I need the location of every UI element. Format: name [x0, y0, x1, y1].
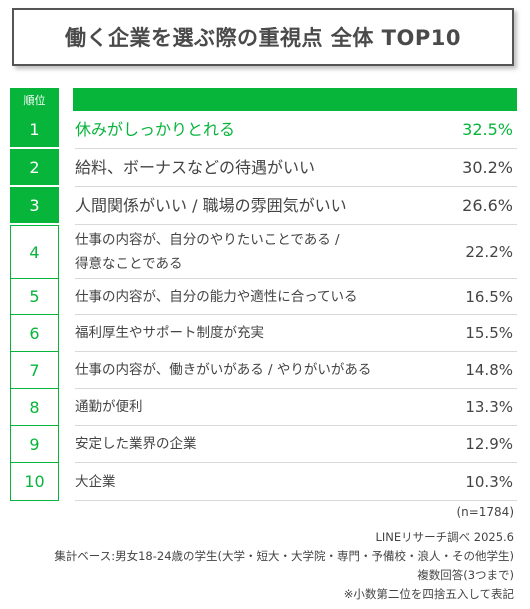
- item-label: 給料、ボーナスなどの待遇がいい: [75, 156, 315, 180]
- rank-cell: 1: [10, 111, 59, 149]
- item-value: 13.3%: [465, 398, 513, 416]
- rank-cell: 3: [10, 187, 59, 225]
- item-label-line: 安定した業界の企業: [75, 436, 197, 452]
- item-label: 通勤が便利: [75, 395, 143, 419]
- rank-cell: 9: [10, 426, 59, 463]
- row-body: 仕事の内容が、自分のやりたいことである / 得意なことである 22.2%: [75, 225, 517, 279]
- rank-cell: 5: [10, 279, 59, 315]
- item-label-line: 仕事の内容が、自分のやりたいことである /: [75, 231, 340, 248]
- item-label: 仕事の内容が、自分の能力や適性に合っている: [75, 285, 358, 309]
- rank-cell: 7: [10, 352, 59, 389]
- rank-cell: 4: [10, 225, 59, 279]
- row-body: 人間関係がいい / 職場の雰囲気がいい 26.6%: [75, 187, 517, 225]
- rank-cell: 6: [10, 315, 59, 352]
- item-label-line: 人間関係がいい / 職場の雰囲気がいい: [75, 195, 347, 215]
- row-body: 大企業 10.3%: [75, 463, 517, 501]
- table-row: 1 休みがしっかりとれる 32.5%: [10, 111, 517, 149]
- header-bar: [73, 88, 517, 111]
- item-label-line: 給料、ボーナスなどの待遇がいい: [75, 157, 316, 177]
- answer-note: 複数回答(3つまで): [417, 568, 514, 582]
- item-label-line: 仕事の内容が、自分の能力や適性に合っている: [75, 288, 358, 305]
- item-label: 人間関係がいい / 職場の雰囲気がいい: [75, 194, 347, 218]
- table-row: 3 人間関係がいい / 職場の雰囲気がいい 26.6%: [10, 187, 517, 225]
- item-label-line: 大企業: [75, 473, 116, 490]
- item-label-line: 通勤が便利: [75, 399, 143, 415]
- table-row: 10 大企業 10.3%: [10, 463, 517, 501]
- rank-cell: 2: [10, 149, 59, 187]
- table-row: 2 給料、ボーナスなどの待遇がいい 30.2%: [10, 149, 517, 187]
- table-row: 6 福利厚生やサポート制度が充実 15.5%: [10, 315, 517, 352]
- row-body: 安定した業界の企業 12.9%: [75, 426, 517, 463]
- table-header: 順位: [10, 88, 517, 111]
- item-label: 仕事の内容が、働きがいがある / やりがいがある: [75, 358, 371, 382]
- rank-cell: 10: [10, 463, 59, 501]
- table-row: 7 仕事の内容が、働きがいがある / やりがいがある 14.8%: [10, 352, 517, 389]
- table-row: 8 通勤が便利 13.3%: [10, 389, 517, 426]
- chart-title: 働く企業を選ぶ際の重視点 全体 TOP10: [65, 26, 461, 50]
- item-label: 安定した業界の企業: [75, 432, 197, 456]
- row-body: 仕事の内容が、働きがいがある / やりがいがある 14.8%: [75, 352, 517, 389]
- item-value: 12.9%: [465, 435, 513, 453]
- rank-cell: 8: [10, 389, 59, 426]
- row-body: 福利厚生やサポート制度が充実 15.5%: [75, 315, 517, 352]
- rounding-note: ※小数第二位を四捨五入して表記: [343, 587, 514, 601]
- sample-size: (n=1784): [456, 505, 514, 519]
- item-label-line: 福利厚生やサポート制度が充実: [75, 325, 264, 341]
- item-label-line: 仕事の内容が、働きがいがある / やりがいがある: [75, 362, 372, 378]
- item-label: 仕事の内容が、自分のやりたいことである / 得意なことである: [75, 228, 340, 276]
- row-body: 通勤が便利 13.3%: [75, 389, 517, 426]
- row-body: 休みがしっかりとれる 32.5%: [75, 111, 517, 149]
- table-row: 4 仕事の内容が、自分のやりたいことである / 得意なことである 22.2%: [10, 225, 517, 279]
- rank-header: 順位: [10, 88, 65, 111]
- item-label-line: 休みがしっかりとれる: [75, 119, 236, 139]
- item-label: 休みがしっかりとれる: [75, 118, 235, 142]
- item-value: 26.6%: [462, 196, 513, 215]
- base-note: 集計ベース:男女18-24歳の学生(大学・短大・大学院・専門・予備校・浪人・その…: [54, 549, 514, 563]
- table-row: 9 安定した業界の企業 12.9%: [10, 426, 517, 463]
- item-label-line: 得意なことである: [75, 255, 183, 272]
- table-row: 5 仕事の内容が、自分の能力や適性に合っている 16.5%: [10, 279, 517, 315]
- item-value: 16.5%: [465, 287, 513, 306]
- item-label: 大企業: [75, 470, 116, 494]
- table-rows: 1 休みがしっかりとれる 32.5% 2 給料、ボーナスなどの待遇がいい 30.2% 3 人間…: [10, 111, 517, 501]
- item-label: 福利厚生やサポート制度が充実: [75, 321, 264, 345]
- item-value: 14.8%: [465, 361, 513, 379]
- row-body: 給料、ボーナスなどの待遇がいい 30.2%: [75, 149, 517, 187]
- item-value: 32.5%: [462, 120, 513, 139]
- row-body: 仕事の内容が、自分の能力や適性に合っている 16.5%: [75, 279, 517, 315]
- item-value: 22.2%: [465, 242, 513, 261]
- ranking-table: 順位 1 休みがしっかりとれる 32.5% 2 給料、ボーナスなどの待遇がいい 30.2%…: [10, 88, 517, 501]
- item-value: 10.3%: [465, 472, 513, 491]
- item-value: 30.2%: [462, 158, 513, 177]
- source-note: LINEリサーチ調べ 2025.6: [375, 530, 514, 544]
- title-box: 働く企業を選ぶ際の重視点 全体 TOP10: [12, 8, 514, 66]
- item-value: 15.5%: [465, 324, 513, 342]
